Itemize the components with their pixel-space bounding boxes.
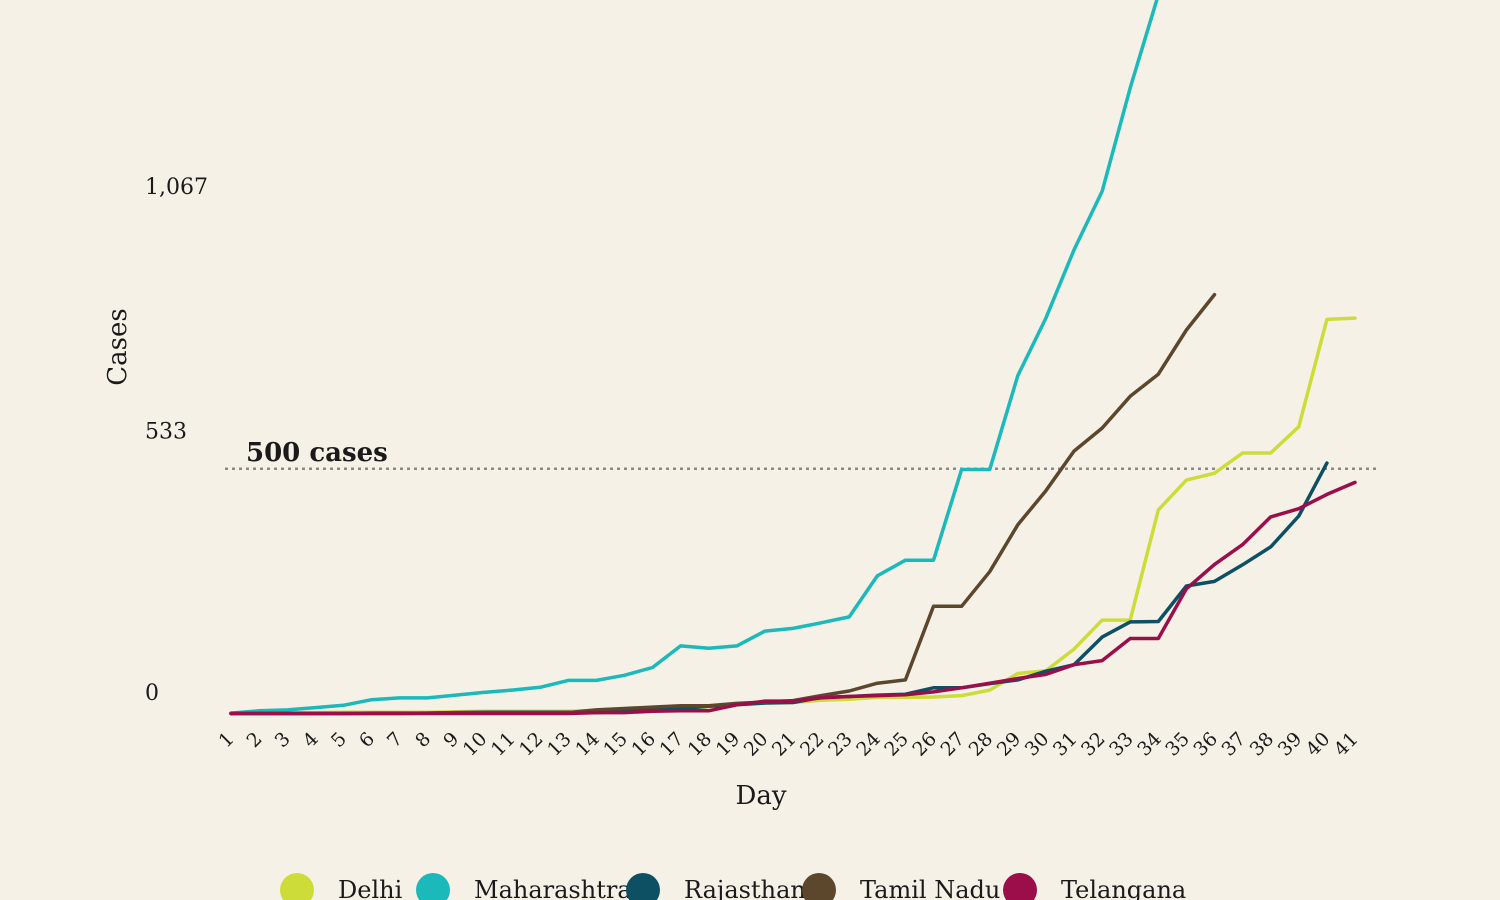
x-tick-label: 3 [271,728,295,752]
legend-swatch-delhi [280,873,314,900]
x-tick-label: 1 [214,728,238,752]
legend-label: Delhi [338,876,403,900]
reference-line-label: 500 cases [246,438,388,468]
series-line-maharashtra [229,0,1159,715]
legend-swatch-maharashtra [416,873,450,900]
legend-label: Maharashtra [474,876,632,900]
reference-line-group: 500 cases [225,438,1378,471]
legend-label: Telangana [1061,876,1186,900]
x-axis-ticks: 1 2 3 4 5 6 7 8 91011121314151617181920212223242… [214,728,1362,761]
series-line-rajasthan [229,461,1329,716]
x-tick-label: 6 [355,728,379,752]
y-axis-title: Cases [103,308,133,385]
x-tick-label: 41 [1330,728,1363,761]
legend-swatch-rajasthan [626,873,660,900]
series-line-telangana [229,480,1357,716]
legend-swatch-tamil-nadu [802,873,836,900]
y-tick-label: 1,067 [145,175,208,200]
series-lines [229,0,1357,716]
y-axis-ticks: 0 533 1,067 [145,175,208,706]
legend-label: Rajasthan [684,876,806,900]
x-tick-label: 7 [383,728,407,752]
series-line-delhi [229,316,1357,716]
x-tick-label: 4 [299,728,323,752]
legend-label: Tamil Nadu [860,876,1000,900]
series-line-tamil-nadu [229,292,1217,716]
y-tick-label: 0 [145,681,159,706]
x-tick-label: 8 [411,728,435,752]
x-tick-label: 9 [439,728,463,752]
legend-swatch-telangana [1003,873,1037,900]
y-tick-label: 533 [145,420,187,445]
x-tick-label: 2 [243,728,267,752]
x-axis-title: Day [735,781,786,811]
legend: Delhi Maharashtra Rajasthan Tamil Nadu Telan… [280,873,1186,900]
x-tick-label: 5 [327,728,351,752]
